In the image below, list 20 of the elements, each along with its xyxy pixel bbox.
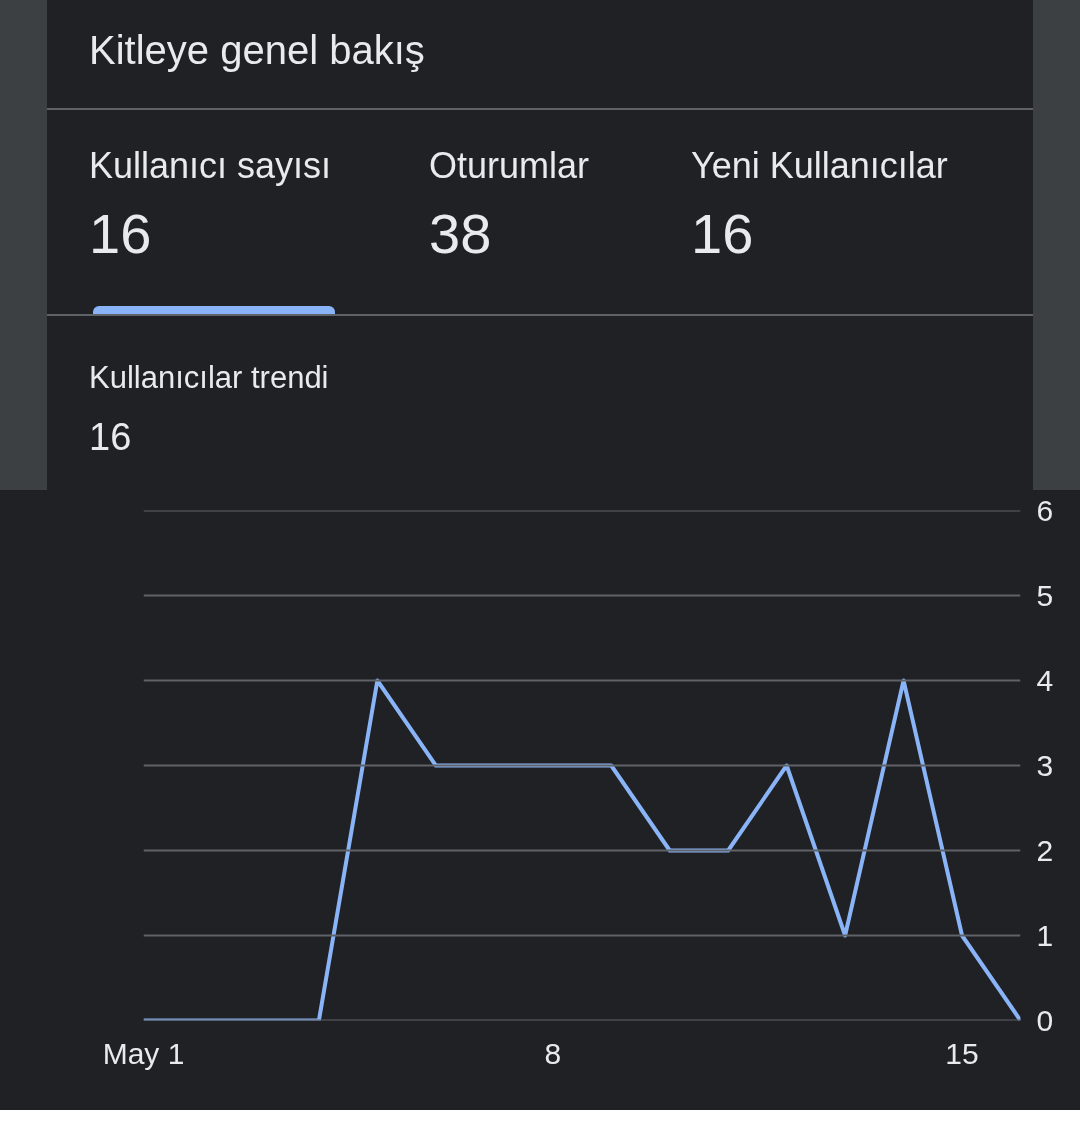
y-tick-label: 0 — [1036, 1003, 1054, 1037]
text: 16 — [89, 201, 152, 267]
text: 38 — [429, 201, 492, 267]
text: 16 — [691, 201, 754, 267]
y-tick-label: 6 — [1036, 493, 1054, 527]
x-tick-label: May 1 — [102, 1036, 185, 1070]
y-tick-label: 2 — [1036, 833, 1054, 867]
y-tick-label: 1 — [1036, 918, 1054, 952]
text: Oturumlar — [429, 144, 590, 188]
y-tick-label: 4 — [1036, 663, 1054, 697]
line-series — [143, 678, 1021, 1021]
x-tick-label: 15 — [945, 1036, 979, 1070]
text: Kullanıcı sayısı — [89, 144, 332, 188]
chart-subtitle: Kullanıcılar trendi — [89, 359, 329, 397]
text: 16 — [89, 415, 132, 460]
y-tick-label: 5 — [1036, 578, 1054, 612]
x-tick-label: 8 — [544, 1036, 562, 1070]
chart-title: Kitleye genel bakış — [89, 27, 425, 74]
y-tick-label: 3 — [1036, 748, 1054, 782]
text: Yeni Kullanıcılar — [691, 144, 948, 188]
